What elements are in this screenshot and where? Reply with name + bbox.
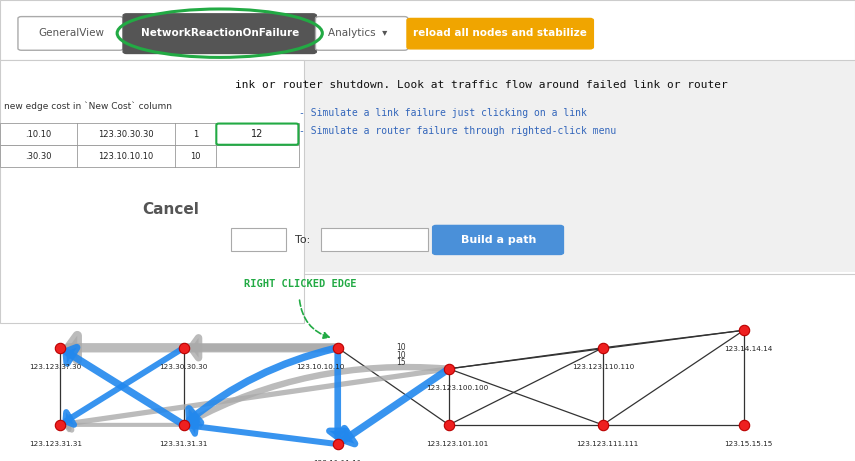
Bar [0,0,855,60]
Text: 15: 15 [396,358,405,367]
FancyBboxPatch shape [123,14,316,53]
Bar [0,123,299,145]
Text: 123.30.30.30: 123.30.30.30 [97,130,154,139]
Text: Build a path: Build a path [461,235,536,245]
Text: To:: To: [295,235,310,245]
Text: new edge cost in `New Cost` column: new edge cost in `New Cost` column [4,101,172,111]
Text: RIGHT CLICKED EDGE: RIGHT CLICKED EDGE [244,278,357,289]
Text: 10: 10 [191,152,201,161]
Text: 123.10.10.10: 123.10.10.10 [98,152,153,161]
FancyBboxPatch shape [315,17,408,50]
Text: .30.30: .30.30 [26,152,51,161]
FancyBboxPatch shape [18,17,123,50]
Text: - Simulate a link failure just clicking on a link: - Simulate a link failure just clicking … [299,108,587,118]
Text: 123.123.111.111: 123.123.111.111 [576,441,638,447]
Text: 123.123.110.110: 123.123.110.110 [572,364,634,370]
Text: 123.31.31.31: 123.31.31.31 [160,441,208,447]
Text: 123.10.10.10: 123.10.10.10 [297,364,345,370]
Bar [321,228,428,251]
Bar [0,272,855,461]
Text: 123.123.3?.30: 123.123.3?.30 [29,364,82,370]
Bar [231,228,286,251]
FancyBboxPatch shape [433,225,563,254]
Text: 12: 12 [251,129,263,139]
Text: 123.30.30.30: 123.30.30.30 [160,364,208,370]
FancyBboxPatch shape [407,18,593,49]
Text: 10: 10 [396,343,405,352]
Text: GeneralView: GeneralView [38,28,104,38]
Text: - Simulate a router failure through righted-click menu: - Simulate a router failure through righ… [299,126,616,136]
Bar [0,60,304,323]
Text: 123.123.31.31: 123.123.31.31 [29,441,82,447]
Text: 1: 1 [193,130,198,139]
FancyBboxPatch shape [216,124,298,145]
Text: .10.10: .10.10 [26,130,51,139]
Bar [0,145,299,167]
Text: 123.11.11.11: 123.11.11.11 [314,460,362,461]
Text: ink or router shutdown. Look at traffic flow around failed link or router: ink or router shutdown. Look at traffic … [235,80,728,90]
Text: reload all nodes and stabilize: reload all nodes and stabilize [413,28,587,38]
Text: 123.123.101.101: 123.123.101.101 [427,441,488,447]
Text: 123.14.14.14: 123.14.14.14 [724,346,772,352]
Text: Analytics  ▾: Analytics ▾ [327,28,387,38]
Text: NetworkReactionOnFailure: NetworkReactionOnFailure [140,28,299,38]
Text: 123.15.15.15: 123.15.15.15 [724,441,772,447]
Text: 10: 10 [396,351,405,360]
Text: Cancel: Cancel [143,202,199,217]
Text: 123.123.100.100: 123.123.100.100 [427,384,488,390]
